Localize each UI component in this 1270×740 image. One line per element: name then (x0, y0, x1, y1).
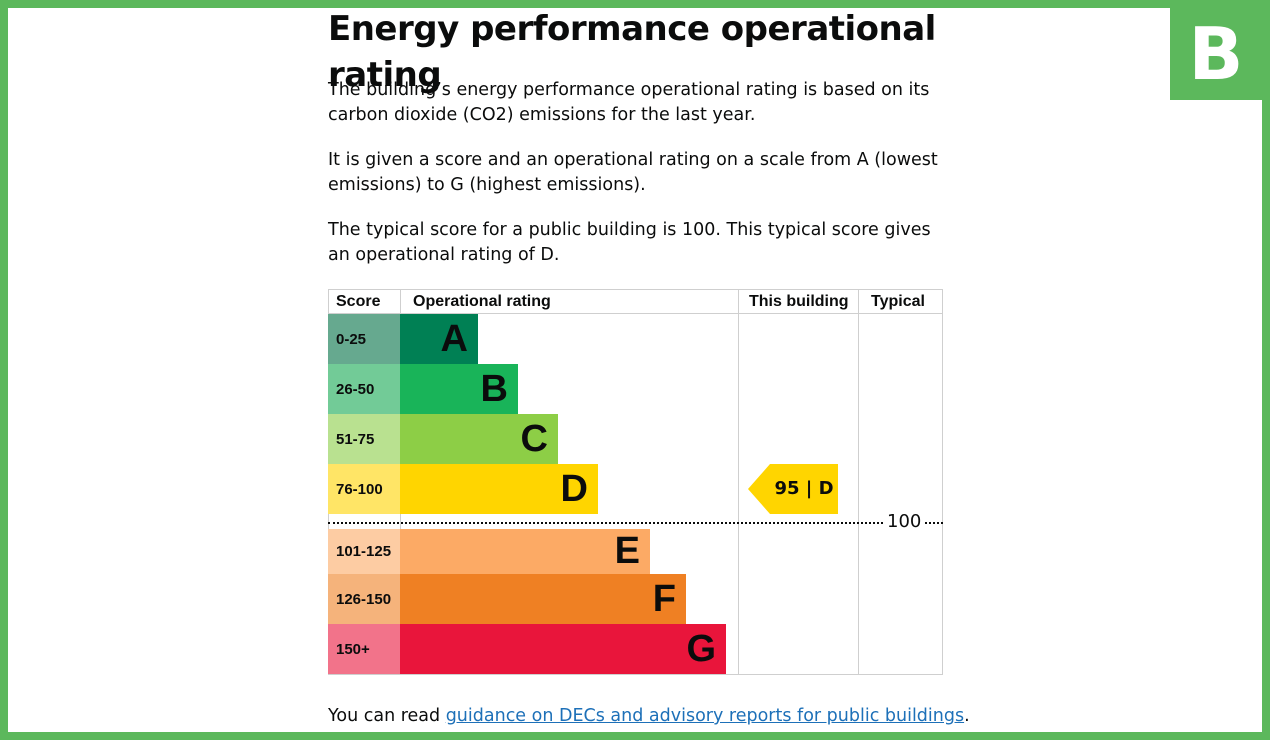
rating-bar-b: B (400, 364, 518, 414)
guidance-link[interactable]: guidance on DECs and advisory reports fo… (445, 706, 965, 726)
rating-bar-c: C (400, 414, 558, 464)
footer-text: You can read guidance on DECs and adviso… (328, 706, 970, 726)
typical-dotted-line (925, 522, 943, 524)
typical-score-label: 100 (887, 511, 922, 532)
page-title: Energy performance operational rating (328, 9, 936, 95)
rating-bar-g: G (400, 624, 726, 674)
rating-bar-f: F (400, 574, 686, 624)
this-building-rating-label: 95 | D (774, 478, 834, 499)
typical-paragraph: The typical score for a public building … (328, 220, 931, 265)
header-operational-rating: Operational rating (413, 293, 551, 310)
typical-dotted-line (328, 522, 883, 524)
divider-line (858, 289, 859, 675)
divider-line (738, 289, 739, 675)
score-range-b: 26-50 (328, 364, 400, 414)
score-range-c: 51-75 (328, 414, 400, 464)
score-range-d: 76-100 (328, 464, 400, 514)
score-range-a: 0-25 (328, 314, 400, 364)
header-this-building: This building (749, 293, 849, 310)
footer-suffix: . (964, 706, 970, 726)
intro-paragraph: The building’s energy performance operat… (328, 80, 930, 125)
rating-bar-a: A (400, 314, 478, 364)
score-range-f: 126-150 (328, 574, 400, 624)
score-range-g: 150+ (328, 624, 400, 674)
rating-bar-d: D (400, 464, 598, 514)
main-content: Energy performance operational rating Th… (328, 6, 958, 265)
operational-rating-chart: Score Operational rating This building T… (328, 289, 943, 675)
footer-prefix: You can read (328, 706, 446, 726)
scale-paragraph: It is given a score and an operational r… (328, 150, 938, 195)
rating-badge: B (1170, 8, 1262, 100)
header-row (328, 289, 943, 314)
this-building-arrow (748, 464, 838, 514)
rating-bar-e: E (400, 529, 650, 574)
score-range-e: 101-125 (328, 529, 400, 574)
header-typical: Typical (871, 293, 925, 310)
header-score: Score (336, 293, 381, 310)
